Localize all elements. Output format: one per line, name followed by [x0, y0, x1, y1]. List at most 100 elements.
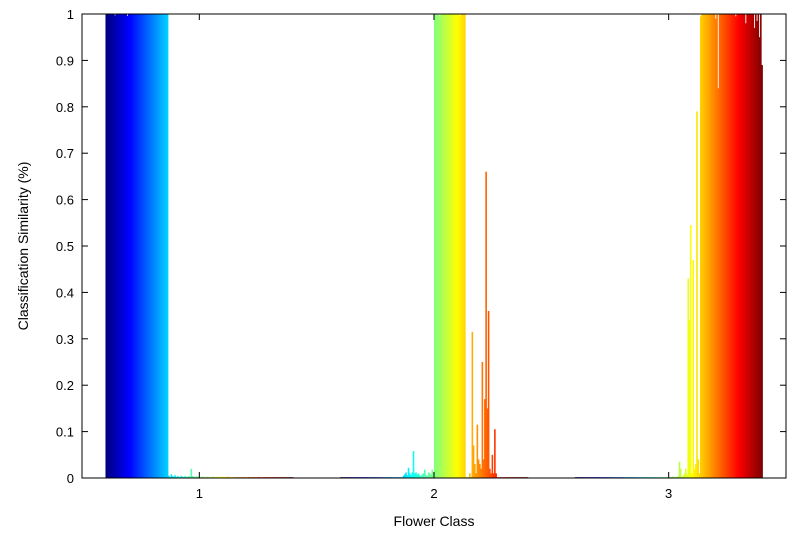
- bar: [121, 14, 124, 478]
- bar: [761, 65, 763, 478]
- bar: [722, 14, 725, 478]
- bar: [487, 310, 490, 478]
- bar: [697, 459, 700, 478]
- bar: [706, 14, 708, 478]
- bar: [689, 225, 692, 478]
- y-tick-label: 0.4: [56, 285, 74, 300]
- bar: [451, 14, 454, 478]
- bar: [481, 362, 484, 478]
- bar: [447, 14, 450, 478]
- bar: [726, 14, 728, 478]
- bar: [719, 14, 722, 478]
- bar: [492, 473, 495, 478]
- bar: [471, 331, 474, 478]
- bar: [491, 454, 494, 478]
- bar: [444, 14, 446, 478]
- bar: [156, 14, 159, 478]
- bar: [117, 14, 120, 478]
- bar: [145, 14, 148, 478]
- bar: [111, 14, 114, 478]
- y-tick-label: 0.6: [56, 193, 74, 208]
- bar: [149, 14, 151, 478]
- bar: [426, 476, 429, 478]
- bar: [484, 399, 486, 478]
- bar: [696, 111, 698, 478]
- bar: [686, 474, 688, 478]
- bar: [134, 14, 136, 478]
- bar: [753, 27, 756, 478]
- bar: [454, 14, 456, 478]
- bar: [757, 14, 760, 478]
- bar: [464, 14, 466, 478]
- x-tick-label: 2: [430, 486, 437, 501]
- bar: [427, 472, 430, 478]
- bar: [702, 14, 705, 478]
- bar: [124, 14, 126, 478]
- bar: [166, 14, 169, 478]
- y-tick-label: 0: [67, 471, 74, 486]
- bar: [423, 469, 426, 478]
- x-tick-label: 1: [196, 486, 203, 501]
- bar: [406, 475, 409, 478]
- bar: [752, 14, 755, 478]
- bar: [425, 475, 427, 478]
- bar: [681, 476, 683, 478]
- bar: [168, 475, 170, 478]
- bar: [402, 475, 405, 478]
- bar: [714, 18, 717, 478]
- bar: [146, 14, 149, 478]
- bar: [760, 14, 762, 478]
- bar: [742, 14, 745, 478]
- bar: [155, 14, 158, 478]
- bar: [495, 473, 497, 478]
- bar: [112, 14, 115, 478]
- bar: [403, 474, 406, 478]
- bar: [153, 14, 155, 478]
- bar: [107, 14, 110, 478]
- bar: [729, 14, 732, 478]
- bar: [724, 14, 727, 478]
- bar: [115, 14, 118, 478]
- bar: [440, 14, 442, 478]
- bar: [699, 16, 702, 478]
- bar: [129, 14, 131, 478]
- bar: [452, 14, 455, 478]
- bar: [758, 37, 761, 478]
- bar: [475, 473, 477, 478]
- bar: [472, 445, 475, 478]
- bar: [180, 475, 183, 478]
- y-tick-label: 0.3: [56, 332, 74, 347]
- bar: [173, 476, 175, 478]
- bar: [751, 14, 753, 478]
- bar: [171, 476, 174, 478]
- bar: [106, 14, 109, 478]
- bar: [756, 20, 758, 479]
- bar: [125, 14, 128, 478]
- bar: [740, 14, 742, 478]
- bar: [711, 14, 713, 478]
- bar: [141, 14, 144, 478]
- bar: [407, 467, 410, 478]
- bar: [701, 14, 703, 478]
- bar: [158, 14, 160, 478]
- bar: [743, 14, 746, 478]
- bar: [190, 468, 193, 478]
- bar: [148, 14, 150, 478]
- bar: [133, 14, 135, 478]
- bar: [164, 14, 166, 478]
- bar: [109, 14, 111, 478]
- bar: [704, 14, 707, 478]
- bar: [687, 278, 690, 478]
- bar: [731, 14, 733, 478]
- bar: [114, 15, 116, 478]
- bar: [159, 14, 161, 478]
- bar: [185, 476, 188, 478]
- bar: [459, 15, 461, 479]
- bar: [416, 474, 419, 478]
- x-tick-label: 3: [665, 486, 672, 501]
- bar: [745, 23, 747, 479]
- y-tick-label: 1: [67, 7, 74, 22]
- bar: [441, 14, 444, 478]
- bar: [420, 476, 422, 478]
